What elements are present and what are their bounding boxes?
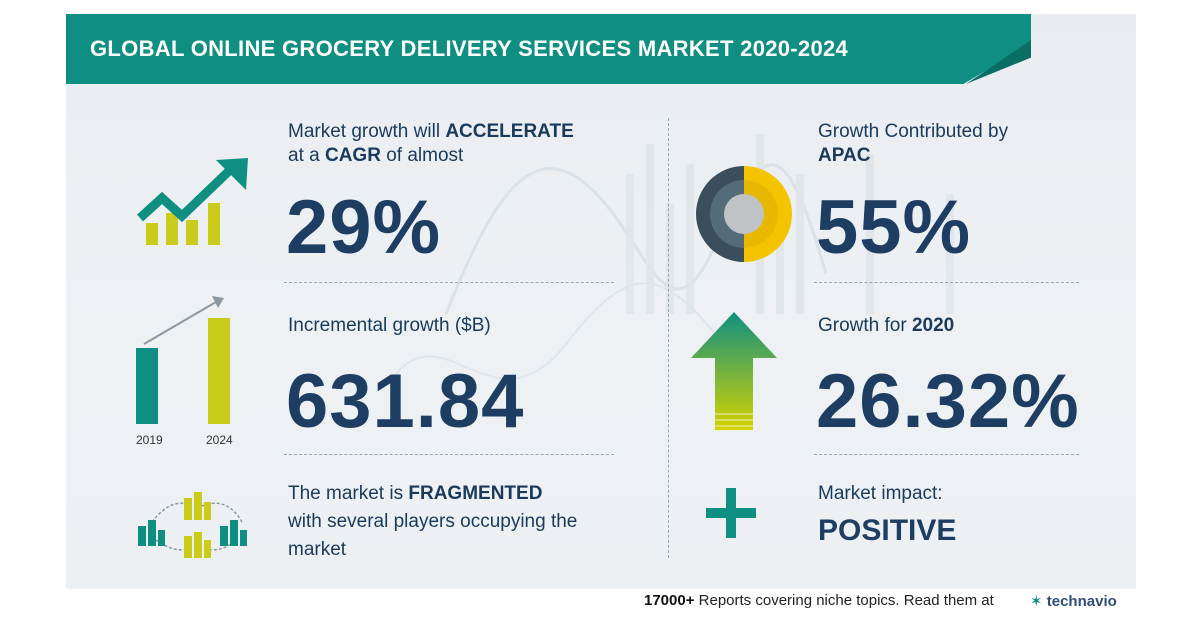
technavio-logo[interactable]: ✶ technavio bbox=[1030, 592, 1117, 610]
cagr-value: 29% bbox=[286, 185, 442, 270]
region-value: 55% bbox=[816, 185, 972, 270]
incremental-value: 631.84 bbox=[286, 359, 525, 444]
title-banner bbox=[66, 14, 1031, 84]
trend-up-bars-icon bbox=[136, 158, 248, 245]
fragmented-line-1-prefix: The market is bbox=[288, 483, 409, 504]
technavio-logo-icon: ✶ bbox=[1030, 593, 1043, 610]
year-end-label: 2024 bbox=[206, 433, 233, 447]
year-growth-year: 2020 bbox=[911, 315, 955, 336]
growth-cagr-word: CAGR bbox=[324, 145, 381, 166]
fragmented-word: FRAGMENTED bbox=[408, 483, 543, 504]
year-start-label: 2019 bbox=[136, 433, 163, 447]
row-divider-right-2 bbox=[814, 454, 1079, 455]
fragmented-line-2: with several players occupying the bbox=[288, 511, 578, 532]
growth-accelerate-word: ACCELERATE bbox=[445, 121, 574, 142]
year-growth-label-prefix: Growth for bbox=[818, 315, 912, 336]
impact-label: Market impact: bbox=[818, 483, 943, 504]
growth-line-2-prefix: at a bbox=[288, 145, 325, 166]
footer-description: Reports covering niche topics. Read them… bbox=[698, 592, 994, 609]
plus-icon bbox=[706, 488, 756, 538]
row-divider-right-1 bbox=[814, 282, 1079, 283]
infographic-card: GLOBAL ONLINE GROCERY DELIVERY SERVICES … bbox=[66, 14, 1136, 614]
buildings-network-icon bbox=[138, 492, 247, 558]
bar-comparison-icon bbox=[136, 296, 230, 424]
row-divider-left-2 bbox=[284, 454, 614, 455]
incremental-label: Incremental growth ($B) bbox=[288, 315, 491, 336]
footer-bar: 17000+ Reports covering niche topics. Re… bbox=[66, 589, 1136, 614]
growth-line-2: at a CAGR of almost bbox=[288, 144, 463, 168]
page-title: GLOBAL ONLINE GROCERY DELIVERY SERVICES … bbox=[90, 36, 849, 61]
row-divider-left-1 bbox=[284, 282, 614, 283]
fragmented-line-1: The market is FRAGMENTED bbox=[288, 482, 542, 506]
region-label: Growth Contributed by bbox=[818, 121, 1009, 142]
impact-value: POSITIVE bbox=[818, 514, 957, 547]
up-arrow-icon bbox=[691, 312, 777, 430]
region-name: APAC bbox=[818, 145, 871, 166]
column-divider bbox=[668, 118, 669, 558]
donut-chart-icon bbox=[696, 166, 792, 262]
fragmented-line-3: market bbox=[288, 539, 347, 560]
footer-text: 17000+ Reports covering niche topics. Re… bbox=[644, 592, 994, 609]
growth-line-1-prefix: Market growth will bbox=[288, 121, 446, 142]
year-growth-label: Growth for 2020 bbox=[818, 314, 954, 338]
year-growth-value: 26.32% bbox=[816, 359, 1080, 444]
growth-line-1: Market growth will ACCELERATE bbox=[288, 120, 574, 144]
footer-count: 17000+ bbox=[644, 592, 695, 609]
growth-line-2-suffix: of almost bbox=[380, 145, 464, 166]
technavio-logo-text: technavio bbox=[1046, 593, 1117, 610]
